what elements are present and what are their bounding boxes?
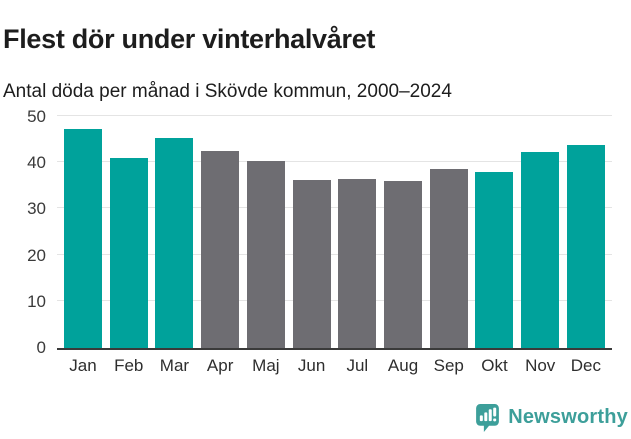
x-tick-label-sep: Sep [433,356,464,375]
gridline-40 [57,161,612,163]
x-tick-label-mar: Mar [159,356,190,375]
x-tick-label-jun: Jun [297,356,326,375]
x-tick-label-apr: Apr [206,356,234,375]
x-tick-label-dec: Dec [570,356,602,375]
brand-name: Newsworthy [508,406,628,428]
x-tick-label-nov: Nov [525,356,556,375]
gridline-50 [57,115,612,116]
bar-maj [246,160,285,348]
bars-container [57,117,612,348]
chart-subtitle: Antal döda per månad i Skövde kommun, 20… [3,81,452,102]
x-axis-labels: Jan Feb Mar Apr Maj Jun Jul Aug Sep Okt Nov Dec [57,356,612,376]
brand-footer: Newsworthy [475,403,628,432]
x-tick-label-jul: Jul [346,356,369,375]
y-tick-label: 20 [27,245,46,265]
gridline-30 [57,207,612,209]
bar-aug [384,180,423,348]
bar-mar [155,138,194,348]
bar-feb [109,158,148,348]
y-tick-label: 0 [36,338,46,357]
gridlines [57,115,612,346]
bar-okt [475,171,514,348]
chart-title: Flest dör under vinterhalvåret [3,24,376,55]
bar-sep [429,168,468,348]
y-tick-label: 10 [27,291,46,311]
x-tick-label-aug: Aug [387,356,419,375]
gridline-20 [57,253,612,255]
x-tick-label-jan: Jan [69,356,97,375]
bar-dec [566,145,605,348]
plot-area [57,115,612,350]
y-tick-label: 40 [27,153,46,173]
bar-jun [292,180,331,348]
x-tick-label-feb: Feb [114,356,144,375]
bar-jul [338,178,377,348]
x-tick-label-okt: Okt [481,356,508,375]
y-tick-label: 50 [27,107,46,126]
gridline-10 [57,299,612,301]
bar-apr [201,150,240,348]
y-tick-label: 30 [27,199,46,219]
bar-nov [521,151,560,348]
bar-chart-speech-bubble-icon [476,404,500,432]
bar-chart: 0 10 20 30 40 50 Jan Feb Mar Apr Maj Jun Jul Aug Sep O… [27,107,612,376]
x-tick-label-maj: Maj [252,356,280,375]
bar-jan [64,128,102,348]
